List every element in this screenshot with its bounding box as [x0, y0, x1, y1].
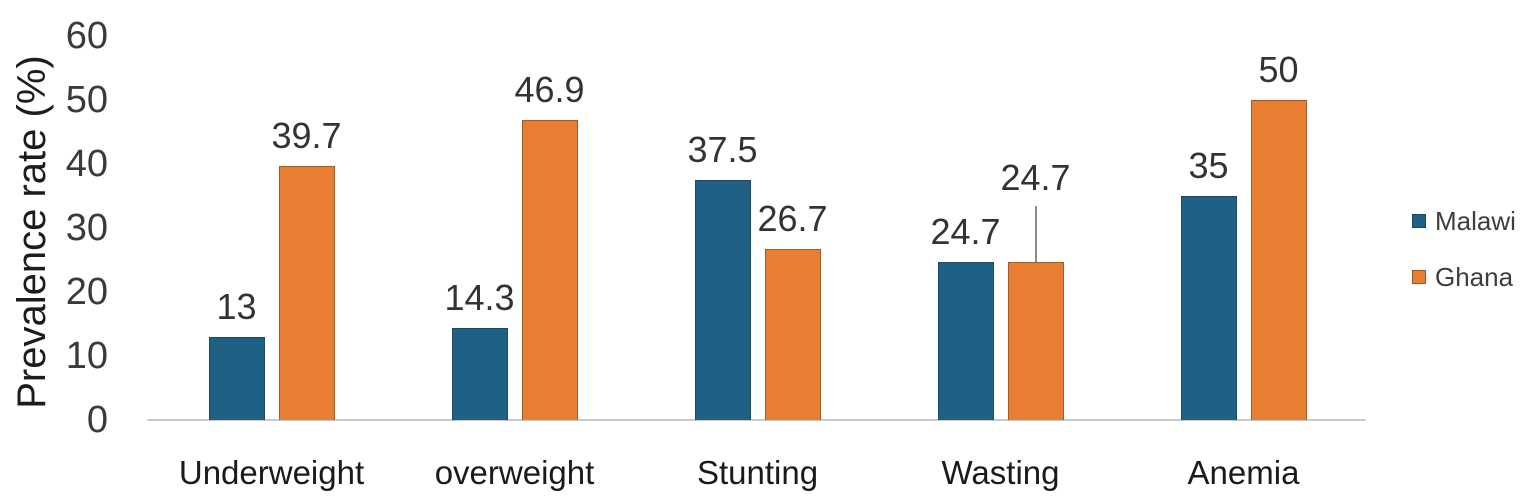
- category-label-wasting: Wasting: [941, 454, 1060, 491]
- bar-ghana: [764, 249, 821, 420]
- category-label-overweight: overweight: [434, 454, 595, 491]
- bar-value-label: 14.3: [444, 277, 515, 318]
- bar-value-label: 24.7: [1000, 157, 1071, 198]
- bar-value-label: 37.5: [687, 129, 758, 170]
- y-tick-label: 60: [65, 15, 108, 57]
- legend-item-ghana: Ghana: [1412, 262, 1535, 292]
- legend-swatch-ghana: [1412, 270, 1426, 284]
- y-tick-label: 20: [65, 271, 108, 313]
- legend-label: Malawi: [1435, 206, 1516, 236]
- bar-malawi: [451, 328, 508, 420]
- legend-label: Ghana: [1435, 262, 1514, 292]
- x-axis-category-labels: Underweight overweight Stunting Wasting Anem…: [150, 452, 1365, 500]
- bar-malawi: [694, 180, 751, 420]
- y-tick-label: 50: [65, 79, 108, 121]
- category-label-stunting: Stunting: [696, 454, 819, 491]
- bar-ghana: [1250, 100, 1307, 420]
- bar-malawi: [1180, 196, 1237, 420]
- y-tick-label: 0: [86, 399, 108, 441]
- bar-value-label: 26.7: [757, 198, 828, 239]
- bar-group: 24.7 24.7: [879, 36, 1122, 420]
- legend-swatch-malawi: [1412, 214, 1426, 228]
- bar-value-label: 39.7: [271, 115, 342, 156]
- y-axis-ticks: 0 10 20 30 40 50 60: [0, 0, 108, 503]
- y-tick-label: 40: [65, 143, 108, 185]
- bar-value-label: 13: [216, 286, 257, 327]
- y-tick-label: 30: [65, 207, 108, 249]
- leader-line: [1034, 206, 1037, 262]
- bar-value-label: 50: [1258, 49, 1299, 90]
- y-tick-label: 10: [65, 335, 108, 377]
- bar-value-label: 35: [1188, 145, 1229, 186]
- bar-malawi: [208, 337, 265, 420]
- category-label-anemia: Anemia: [1187, 454, 1300, 491]
- legend: Malawi Ghana: [1412, 206, 1535, 318]
- bar-value-label: 46.9: [514, 69, 585, 110]
- bar-malawi: [937, 262, 994, 420]
- bar-group: 37.5 26.7: [636, 36, 879, 420]
- x-axis-baseline: [147, 419, 1366, 421]
- legend-item-malawi: Malawi: [1412, 206, 1535, 236]
- bar-ghana: [278, 166, 335, 420]
- bar-group: 14.3 46.9: [393, 36, 636, 420]
- bar-ghana: [521, 120, 578, 420]
- bar-group: 13 39.7: [150, 36, 393, 420]
- plot-area: 13 39.7 14.3 46.9 37.5 26.7 24.7 24.7 35 50: [150, 36, 1365, 420]
- bar-value-label: 24.7: [930, 211, 1001, 252]
- bar-group: 35 50: [1122, 36, 1365, 420]
- bar-ghana: [1007, 262, 1064, 420]
- category-label-underweight: Underweight: [178, 454, 365, 491]
